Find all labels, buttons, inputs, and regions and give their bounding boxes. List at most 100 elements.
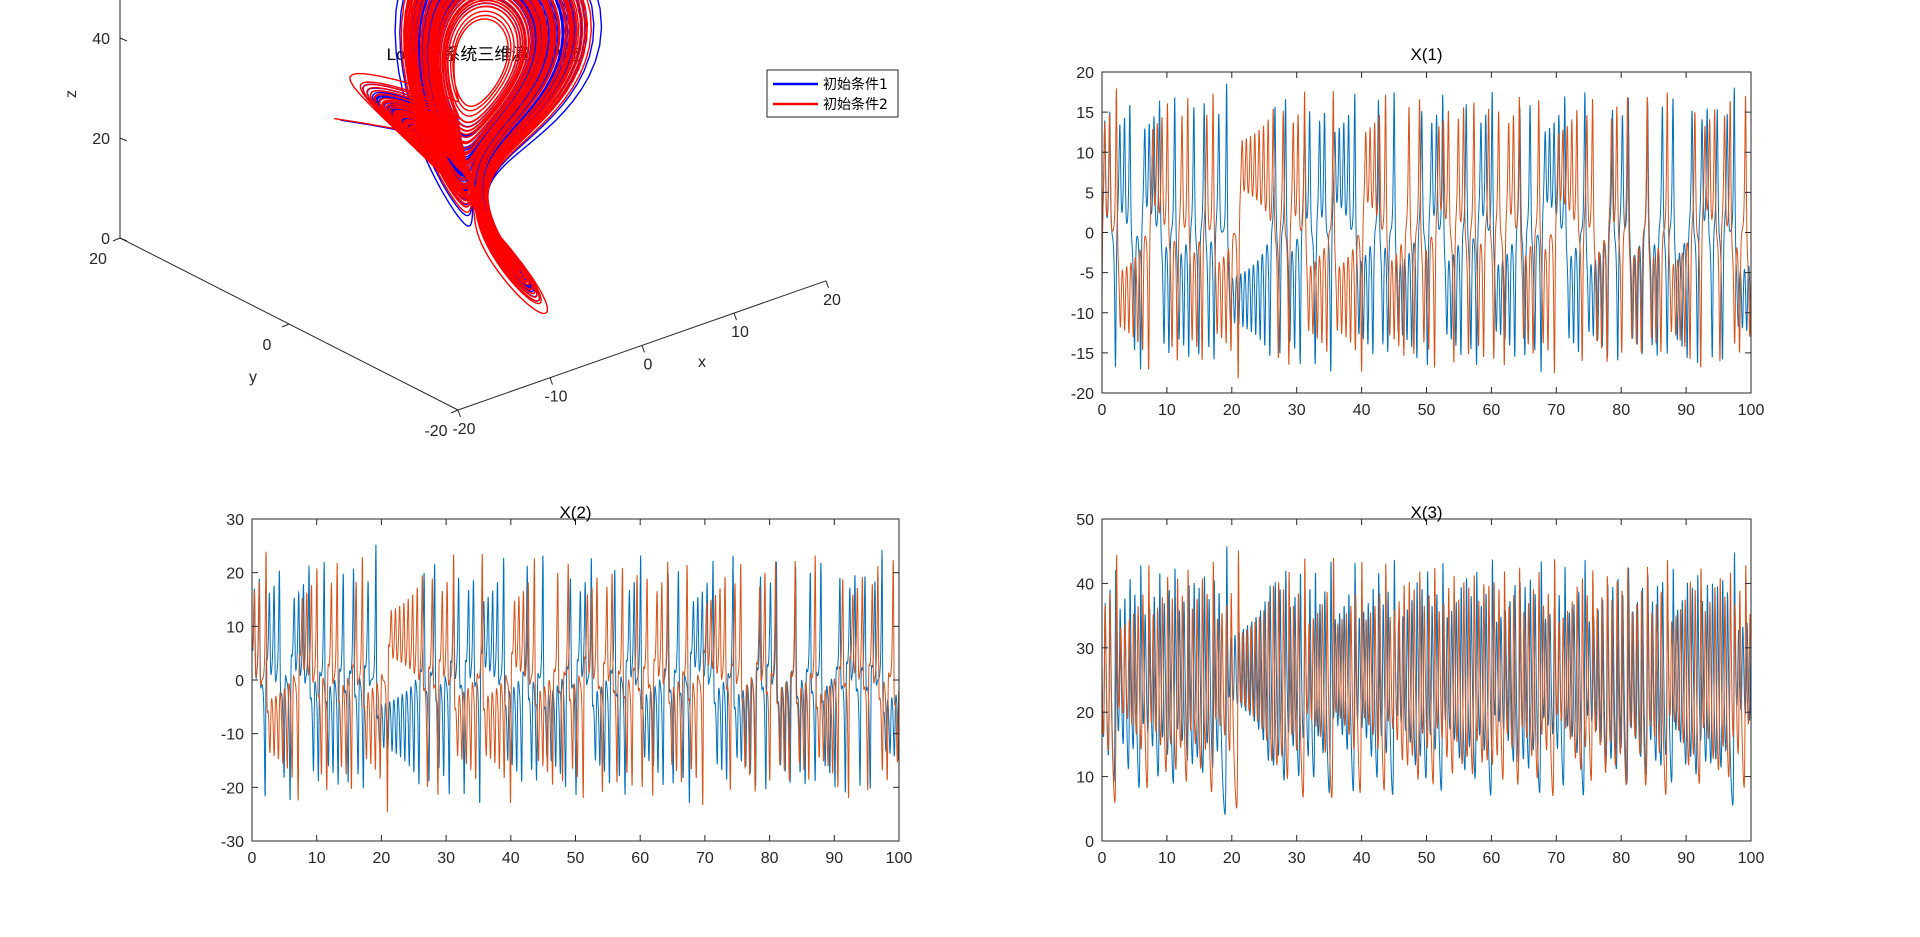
y-tick-label: -20 bbox=[221, 780, 244, 797]
x-tick-label: 80 bbox=[761, 850, 779, 867]
x-tick-mark bbox=[457, 409, 461, 418]
x-tick-label: -20 bbox=[452, 421, 475, 438]
y-tick-label: 20 bbox=[1076, 65, 1094, 82]
x-tick-label: 90 bbox=[825, 850, 843, 867]
x-tick-mark bbox=[733, 312, 737, 321]
x-tick-label: 30 bbox=[437, 850, 455, 867]
series-line-2 bbox=[1102, 87, 1751, 379]
z-tick-label: 0 bbox=[101, 231, 110, 248]
y-tick-label: 30 bbox=[1076, 641, 1094, 658]
z-tick-label: 40 bbox=[92, 31, 110, 48]
x-tick-label: 40 bbox=[1353, 850, 1371, 867]
x-tick-label: 40 bbox=[502, 850, 520, 867]
y-tick-label: -30 bbox=[221, 834, 244, 851]
z-tick-mark bbox=[119, 137, 128, 142]
x-tick-label: 20 bbox=[373, 850, 391, 867]
x-tick-label: 10 bbox=[1158, 402, 1176, 419]
plot-x1: 0 10 20 30 40 50 60 70 80 90 100 -20 -15 -10 -5 0 5 10 15 2… bbox=[1071, 45, 1765, 419]
x-tick-label: 10 bbox=[1158, 850, 1176, 867]
x-tick-label: 100 bbox=[886, 850, 913, 867]
x-tick-mark bbox=[825, 280, 829, 288]
y-tick-label: -5 bbox=[1080, 266, 1094, 283]
x-tick-label: -10 bbox=[544, 389, 567, 406]
y-tick-mark bbox=[281, 323, 290, 328]
x-tick-label: 0 bbox=[1098, 850, 1107, 867]
trajectories-3d bbox=[334, 0, 603, 315]
y-tick-label: 10 bbox=[1076, 770, 1094, 787]
x-tick-label: 50 bbox=[1418, 402, 1436, 419]
x-tick-label: 80 bbox=[1612, 402, 1630, 419]
legend-label-2: 初始条件2 bbox=[823, 96, 888, 113]
x-tick-label: 70 bbox=[1547, 850, 1565, 867]
y-tick-label: -20 bbox=[424, 423, 447, 440]
x-tick-label: 30 bbox=[1288, 402, 1306, 419]
series-lines bbox=[252, 544, 899, 812]
y-tick-label: 0 bbox=[1085, 834, 1094, 851]
x-tick-label: 0 bbox=[248, 850, 257, 867]
y-tick-label: 5 bbox=[1085, 185, 1094, 202]
x-tick-label: 20 bbox=[1223, 850, 1241, 867]
x-tick-label: 0 bbox=[644, 356, 653, 373]
y-tick-mark bbox=[450, 409, 459, 414]
plot-x2: 0 10 20 30 40 50 60 70 80 90 100 -30 -20 -10 0 10 20 30 X(… bbox=[221, 503, 913, 867]
plot-title: X(2) bbox=[559, 503, 591, 522]
series-line-1 bbox=[252, 544, 899, 804]
y-tick-label: -20 bbox=[1071, 386, 1094, 403]
z-tick-mark bbox=[119, 237, 128, 242]
series-lines bbox=[1102, 83, 1751, 379]
y-tick-label: 20 bbox=[89, 251, 107, 268]
x-tick-label: 20 bbox=[823, 292, 841, 309]
y-tick-label: 10 bbox=[1076, 145, 1094, 162]
x-tick-label: 100 bbox=[1738, 850, 1765, 867]
x-tick-label: 40 bbox=[1353, 402, 1371, 419]
y-tick-label: 0 bbox=[235, 673, 244, 690]
z-tick-label: 20 bbox=[92, 131, 110, 148]
y-tick-label: 0 bbox=[1085, 226, 1094, 243]
legend: 初始条件1 初始条件2 bbox=[766, 69, 899, 118]
series-lines bbox=[1102, 546, 1751, 816]
x-tick-label: 80 bbox=[1612, 850, 1630, 867]
lorenz-3d-plot: Lorenz 系统三维演化轨迹 -20-1001020-200200204060… bbox=[63, 0, 899, 440]
series-line-2 bbox=[252, 551, 899, 812]
y-tick-label: -10 bbox=[221, 727, 244, 744]
x-axis-label: x bbox=[698, 354, 706, 371]
legend-box bbox=[766, 69, 899, 118]
y-axis-label: y bbox=[249, 369, 257, 386]
x-tick-label: 90 bbox=[1677, 402, 1695, 419]
x-tick-label: 20 bbox=[1223, 402, 1241, 419]
legend-label-1: 初始条件1 bbox=[823, 76, 888, 93]
y-tick-label: 50 bbox=[1076, 512, 1094, 529]
x-tick-label: 50 bbox=[567, 850, 585, 867]
series-line-1 bbox=[1102, 83, 1751, 373]
x-tick-label: 60 bbox=[1483, 850, 1501, 867]
series-line-2 bbox=[1102, 550, 1751, 809]
plot-x3: 0 10 20 30 40 50 60 70 80 90 100 0 10 20 30 40 50 X(3) bbox=[1076, 503, 1764, 867]
x-tick-mark bbox=[549, 377, 553, 385]
x-tick-label: 30 bbox=[1288, 850, 1306, 867]
series-line-1 bbox=[1102, 546, 1751, 816]
x-tick-label: 0 bbox=[1098, 402, 1107, 419]
x-tick-label: 60 bbox=[1483, 402, 1501, 419]
y-tick-label: 0 bbox=[263, 337, 272, 354]
y-tick-label: 40 bbox=[1076, 576, 1094, 593]
x-tick-label: 70 bbox=[696, 850, 714, 867]
y-tick-label: 30 bbox=[226, 512, 244, 529]
x-tick-label: 50 bbox=[1418, 850, 1436, 867]
z-axis-label: z bbox=[63, 90, 80, 98]
y-tick-label: 20 bbox=[1076, 705, 1094, 722]
y-tick-mark bbox=[112, 237, 121, 242]
z-tick-mark bbox=[119, 37, 128, 42]
y-tick-label: 15 bbox=[1076, 105, 1094, 122]
x-tick-label: 10 bbox=[731, 324, 749, 341]
x-tick-label: 90 bbox=[1677, 850, 1695, 867]
trajectory-2 bbox=[334, 0, 593, 315]
y-tick-label: -15 bbox=[1071, 346, 1094, 363]
y-tick-label: 10 bbox=[226, 619, 244, 636]
plot-title: X(1) bbox=[1410, 45, 1442, 64]
plot-title: X(3) bbox=[1410, 503, 1442, 522]
x-tick-label: 100 bbox=[1738, 402, 1765, 419]
y-tick-label: -10 bbox=[1071, 306, 1094, 323]
x-tick-label: 60 bbox=[631, 850, 649, 867]
